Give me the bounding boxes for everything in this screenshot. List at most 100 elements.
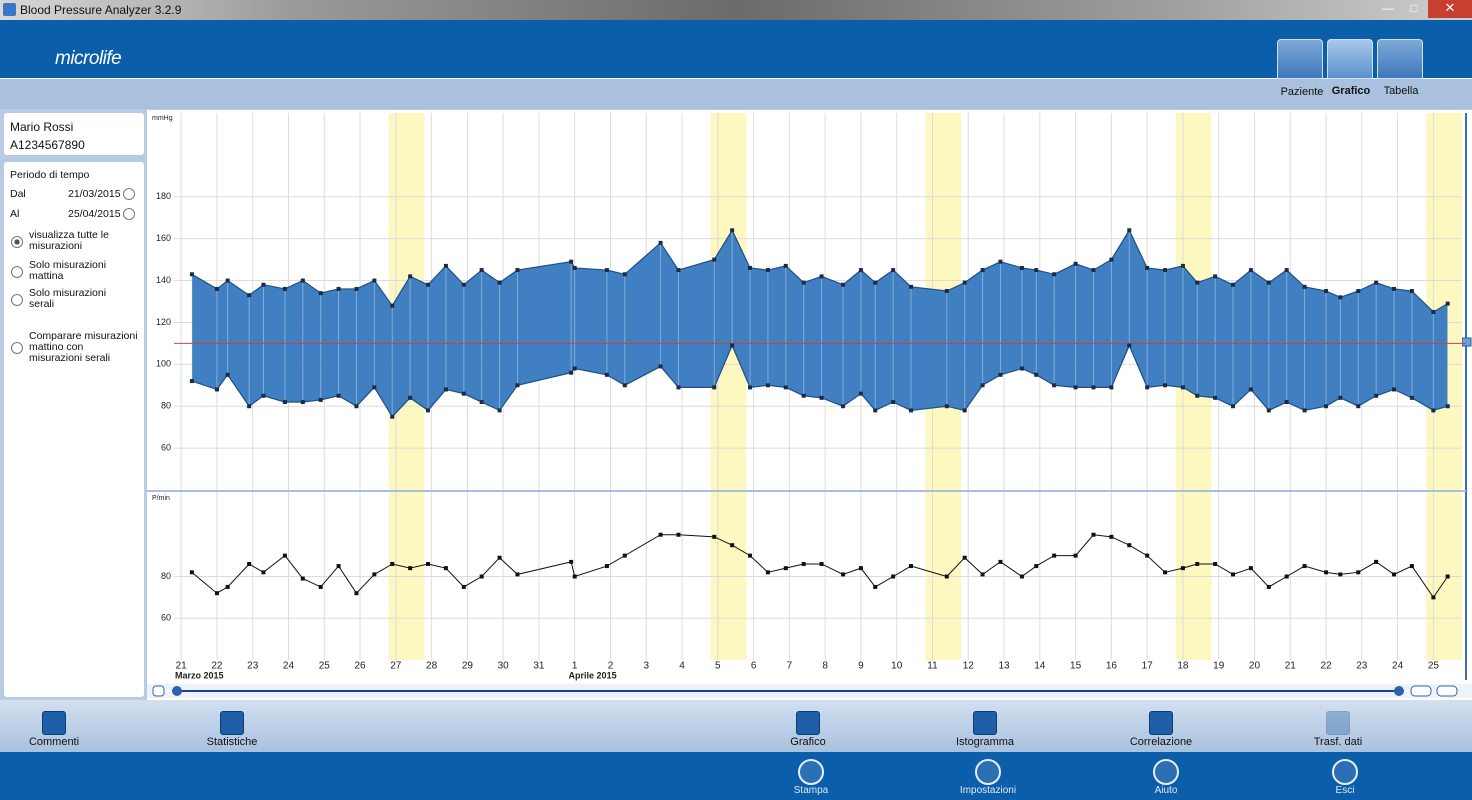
zoom-button[interactable] [1436, 685, 1458, 697]
from-date[interactable]: 21/03/2015 [68, 188, 121, 200]
toolbar-icon[interactable] [1149, 711, 1173, 735]
view-button[interactable] [1277, 39, 1323, 79]
footer-label[interactable]: Impostazioni [959, 785, 1017, 796]
pulse-point [1180, 566, 1185, 571]
toolbar-icon[interactable] [220, 711, 244, 735]
radio[interactable] [11, 266, 23, 278]
lower-point [1073, 385, 1078, 390]
x-tick-label: 21 [1285, 661, 1297, 672]
upper-point [1127, 228, 1132, 233]
footer-label[interactable]: Stampa [793, 785, 829, 796]
footer-label[interactable]: Aiuto [1154, 785, 1178, 796]
upper-point [1231, 282, 1236, 287]
toolbar-label[interactable]: Correlazione [1129, 736, 1193, 748]
footer-icon[interactable] [1153, 759, 1179, 785]
radio[interactable] [11, 294, 23, 306]
minimize-button[interactable]: — [1382, 1, 1394, 15]
pulse-point [1248, 566, 1253, 571]
x-tick-label: 22 [211, 661, 223, 672]
pulse-point [1374, 559, 1379, 564]
pulse-point [189, 570, 194, 575]
zoom-button[interactable] [1410, 685, 1432, 697]
footer-icon[interactable] [798, 759, 824, 785]
to-date[interactable]: 25/04/2015 [68, 208, 121, 220]
upper-point [712, 257, 717, 262]
scroll-left[interactable] [172, 686, 182, 696]
view-label[interactable]: Paziente [1280, 86, 1324, 98]
maximize-button[interactable]: □ [1410, 1, 1418, 15]
toolbar-label[interactable]: Commenti [28, 736, 80, 748]
upper-point [1338, 295, 1343, 300]
option[interactable]: Comparare misurazioni mattino con misura… [29, 330, 138, 364]
toolbar-label[interactable]: Trasf. dati [1313, 736, 1363, 748]
footer-label[interactable]: Esci [1335, 785, 1355, 796]
upper-point [604, 268, 609, 273]
view-button[interactable] [1327, 39, 1373, 79]
toolbar-icon[interactable] [973, 711, 997, 735]
pulse-point [1034, 564, 1039, 569]
pulse-point [604, 564, 609, 569]
x-tick-label: 25 [1428, 661, 1440, 672]
toolbar-label[interactable]: Grafico [790, 736, 826, 748]
close-button[interactable]: ✕ [1428, 0, 1472, 18]
pulse-point [1019, 574, 1024, 579]
x-tick-label: 1 [572, 661, 578, 672]
pulse-point [1409, 564, 1414, 569]
lower-point [1248, 387, 1253, 392]
x-tick-label: 5 [715, 661, 721, 672]
toolbar-icon[interactable] [42, 711, 66, 735]
radio[interactable] [11, 342, 23, 354]
from-dropdown[interactable] [123, 188, 135, 200]
pulse-point [1302, 564, 1307, 569]
option[interactable]: Solo misurazioni mattina [29, 259, 107, 282]
pulse-point [801, 561, 806, 566]
option[interactable]: Solo misurazioni serali [29, 287, 107, 310]
x-tick-label: 23 [247, 661, 259, 672]
upper-point [1195, 280, 1200, 285]
pulse-point [247, 561, 252, 566]
pulse-point [426, 561, 431, 566]
view-button[interactable] [1377, 39, 1423, 79]
x-tick-label: 31 [533, 661, 545, 672]
to-dropdown[interactable] [123, 208, 135, 220]
pulse-point [765, 570, 770, 575]
x-tick-label: 4 [679, 661, 685, 672]
toolbar [0, 700, 1472, 752]
toolbar-label[interactable]: Istogramma [955, 736, 1015, 748]
toolbar-icon[interactable] [796, 711, 820, 735]
lower-point [390, 414, 395, 419]
upper-point [189, 272, 194, 277]
upper-point [372, 278, 377, 283]
pulse-point [390, 561, 395, 566]
x-tick-label: 28 [426, 661, 438, 672]
x-tick-label: 29 [462, 661, 474, 672]
scroll-lock[interactable] [152, 685, 165, 697]
lower-point [282, 400, 287, 405]
footer-icon[interactable] [975, 759, 1001, 785]
footer-icon[interactable] [1332, 759, 1358, 785]
pulse-point [980, 572, 985, 577]
lower-point [189, 379, 194, 384]
lower-point [1356, 404, 1361, 409]
view-label[interactable]: Tabella [1383, 85, 1419, 97]
pulse-point [1213, 561, 1218, 566]
scroll-handle[interactable] [1461, 337, 1472, 347]
toolbar-label[interactable]: Statistiche [206, 736, 258, 748]
unit-label: P/min [152, 495, 170, 502]
lower-point [819, 395, 824, 400]
upper-point [909, 284, 914, 289]
toolbar-icon[interactable] [1326, 711, 1350, 735]
upper-point [1019, 265, 1024, 270]
lower-point [980, 383, 985, 388]
pulse-point [712, 534, 717, 539]
lower-point [1324, 404, 1329, 409]
lower-point [426, 408, 431, 413]
scroll-right[interactable] [1394, 686, 1404, 696]
radio-selected[interactable] [11, 236, 23, 248]
view-label[interactable]: Grafico [1331, 85, 1371, 97]
option[interactable]: visualizza tutte le misurazioni [29, 229, 109, 252]
lower-point [1302, 408, 1307, 413]
upper-point [1284, 268, 1289, 273]
upper-point [1302, 284, 1307, 289]
